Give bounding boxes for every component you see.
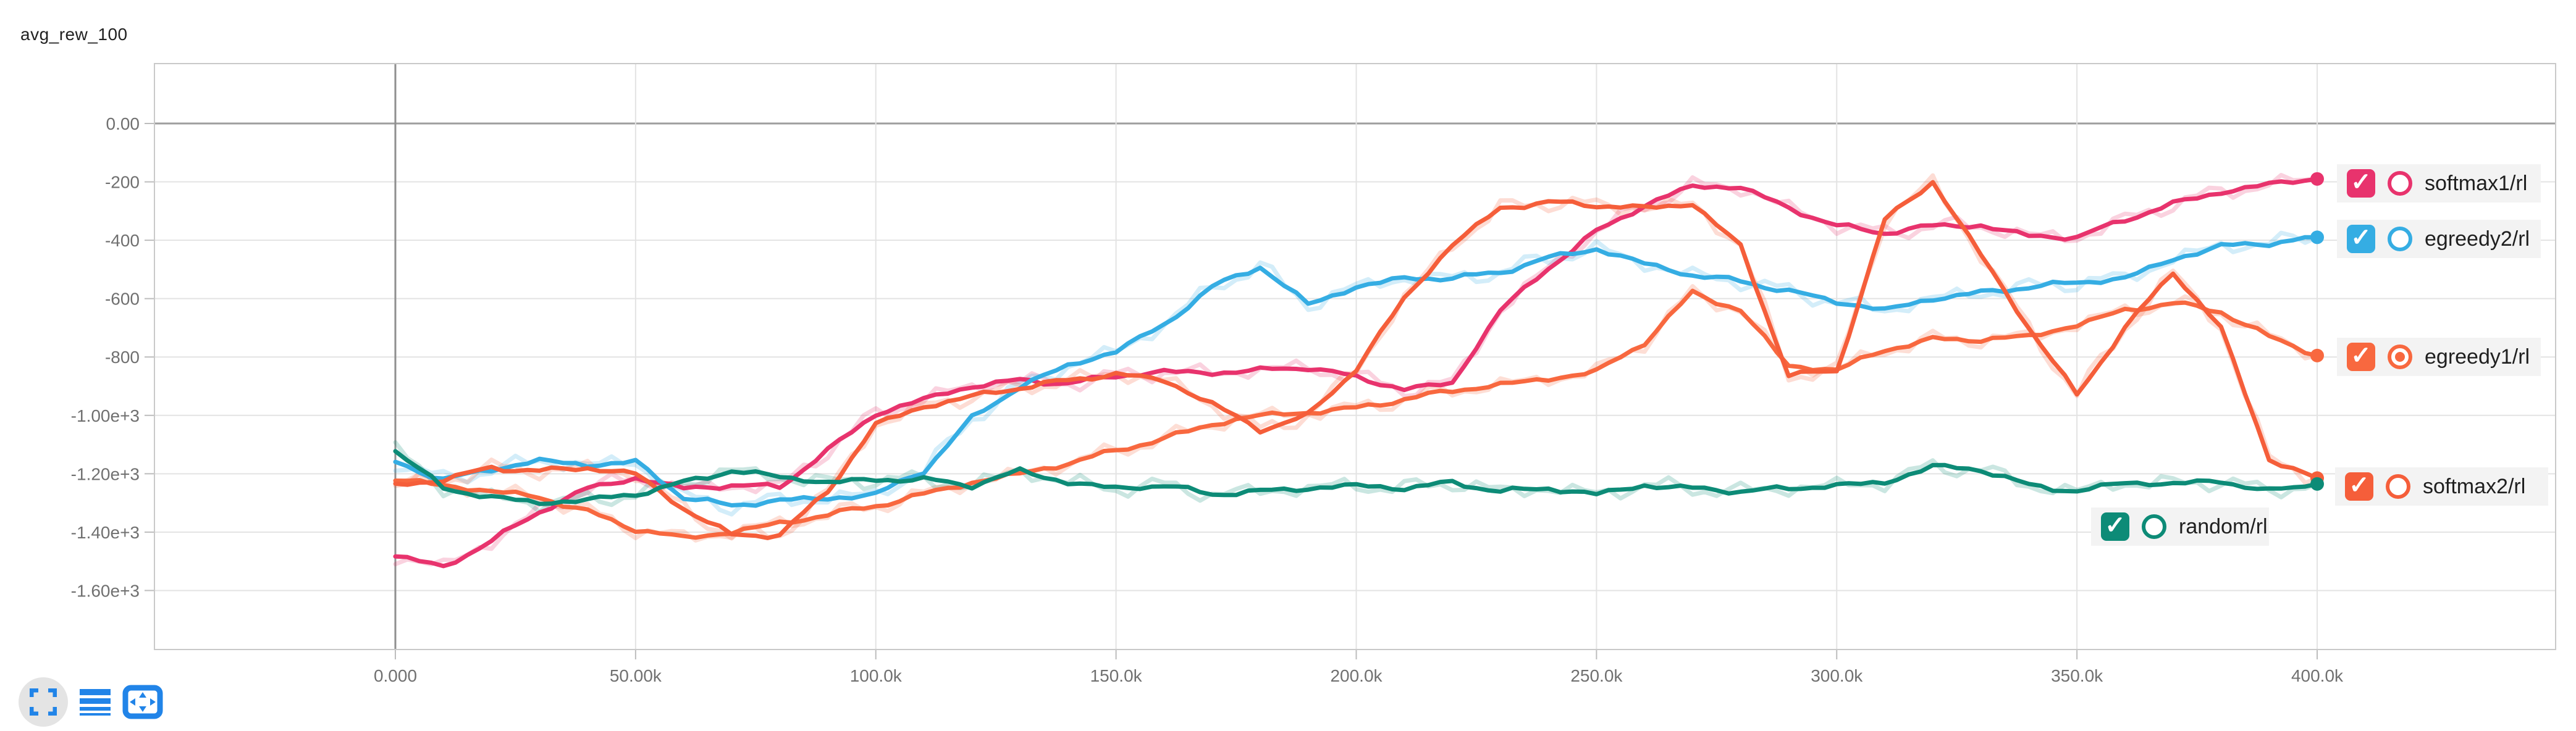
x-tick-label: 200.0k	[1330, 666, 1383, 685]
x-tick-label: 150.0k	[1090, 666, 1143, 685]
checkbox-icon[interactable]: ✓	[2347, 169, 2375, 198]
legend-item-softmax2-rl[interactable]: ✓ softmax2/rl	[2335, 467, 2548, 506]
legend-item-egreedy1-rl[interactable]: ✓ egreedy1/rl	[2337, 338, 2541, 376]
checkbox-icon[interactable]: ✓	[2101, 512, 2129, 541]
radio-icon[interactable]	[2386, 474, 2410, 499]
series-line-egreedy2/rl	[393, 235, 2320, 508]
chart-toolbar	[19, 676, 163, 728]
x-tick-label: 300.0k	[1811, 666, 1863, 685]
plot-border	[154, 63, 2556, 650]
series-endpoint-dot-random/rl[interactable]	[2310, 477, 2324, 491]
y-tick-label: -1.00e+3	[71, 406, 140, 425]
series-raw-line-random/rl	[393, 440, 2320, 514]
radio-dot-icon	[2395, 352, 2405, 362]
x-tick-label: 100.0k	[850, 666, 903, 685]
checkbox-icon[interactable]: ✓	[2347, 343, 2375, 371]
check-icon: ✓	[2351, 169, 2372, 196]
y-tick-label: -1.40e+3	[71, 523, 140, 542]
legend-item-egreedy2-rl[interactable]: ✓ egreedy2/rl	[2337, 220, 2541, 258]
x-tick-label: 350.0k	[2051, 666, 2103, 685]
check-icon: ✓	[2351, 342, 2372, 369]
x-tick-label: 250.0k	[1570, 666, 1623, 685]
radio-icon[interactable]	[2388, 345, 2412, 369]
y-tick-label: -800	[105, 348, 140, 367]
y-tick-label: -1.60e+3	[71, 581, 140, 600]
x-tick-label: 400.0k	[2291, 666, 2344, 685]
y-tick-label: -200	[105, 173, 140, 192]
series-endpoint-dot-softmax1/rl[interactable]	[2310, 172, 2324, 186]
x-tick-label: 0.000	[374, 666, 417, 685]
series-raw-line-egreedy2/rl	[393, 230, 2320, 517]
series-line-softmax1/rl	[393, 177, 2320, 569]
fullscreen-icon[interactable]	[19, 677, 68, 727]
checkbox-icon[interactable]: ✓	[2347, 225, 2375, 253]
checkbox-icon[interactable]: ✓	[2345, 472, 2373, 501]
y-tick-label: -1.20e+3	[71, 464, 140, 483]
radio-icon[interactable]	[2388, 171, 2412, 196]
runs-list-icon[interactable]	[79, 687, 111, 717]
y-tick-label: 0.00	[106, 114, 140, 133]
series-endpoint-dot-egreedy1/rl[interactable]	[2310, 348, 2324, 362]
legend-label: random/rl	[2179, 514, 2268, 538]
pan-icon[interactable]	[122, 685, 163, 719]
check-icon: ✓	[2349, 472, 2370, 499]
radio-icon[interactable]	[2142, 514, 2166, 539]
series-endpoint-dot-egreedy2/rl[interactable]	[2310, 230, 2324, 244]
legend-label: softmax1/rl	[2425, 171, 2528, 195]
chart-title: avg_rew_100	[20, 25, 128, 44]
y-tick-label: -600	[105, 290, 140, 309]
legend-label: egreedy1/rl	[2425, 345, 2530, 369]
legend-label: softmax2/rl	[2423, 474, 2526, 498]
legend-label: egreedy2/rl	[2425, 227, 2530, 251]
check-icon: ✓	[2351, 224, 2372, 251]
y-tick-label: -400	[105, 231, 140, 250]
series-line-egreedy1/rl	[393, 288, 2320, 540]
check-icon: ✓	[2105, 512, 2126, 539]
x-tick-label: 50.00k	[610, 666, 662, 685]
series-line-random/rl	[393, 449, 2320, 506]
legend-item-softmax1-rl[interactable]: ✓ softmax1/rl	[2337, 164, 2541, 203]
legend-item-random-rl[interactable]: ✓ random/rl	[2091, 508, 2269, 546]
radio-icon[interactable]	[2388, 227, 2412, 251]
series-line-softmax2/rl	[393, 180, 2320, 540]
